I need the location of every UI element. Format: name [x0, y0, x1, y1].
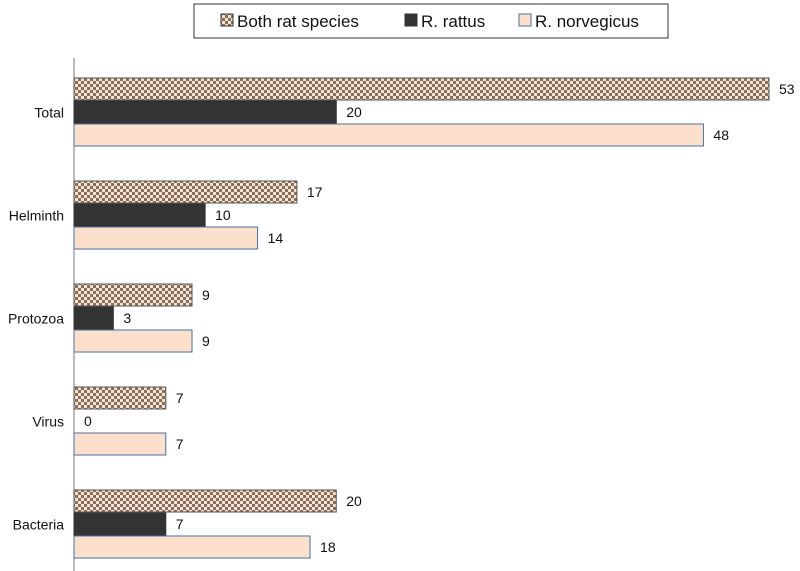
bar-both-rat-species-bacteria — [73, 489, 337, 513]
bar-r-norvegicus-helminth — [73, 226, 259, 250]
bar-both-rat-species-protozoa — [73, 283, 193, 307]
value-label-r-rattus-helminth: 10 — [215, 207, 231, 223]
bar-r-rattus-protozoa — [73, 306, 114, 330]
legend-label-r-norvegicus: R. norvegicus — [535, 12, 639, 31]
category-labels: Total Helminth Protozoa Virus Bacteria — [8, 105, 64, 533]
bar-both-rat-species-virus — [73, 386, 167, 410]
bars — [73, 77, 770, 559]
value-label-both-rat-species-bacteria: 20 — [346, 493, 362, 509]
bar-both-rat-species-total — [73, 77, 770, 101]
bar-r-norvegicus-total — [73, 123, 704, 147]
category-label-helminth: Helminth — [9, 208, 64, 224]
bar-r-norvegicus-bacteria — [73, 535, 311, 559]
legend-label-both-rat-species: Both rat species — [237, 12, 359, 31]
value-label-r-rattus-bacteria: 7 — [176, 516, 184, 532]
bar-both-rat-species-helminth — [73, 180, 298, 204]
value-label-both-rat-species-helminth: 17 — [307, 184, 323, 200]
value-label-r-norvegicus-total: 48 — [713, 127, 729, 143]
legend-label-r-rattus: R. rattus — [421, 12, 485, 31]
legend-frame — [193, 3, 669, 39]
value-label-both-rat-species-total: 53 — [779, 81, 795, 97]
category-label-virus: Virus — [32, 414, 64, 430]
value-label-r-norvegicus-protozoa: 9 — [202, 333, 210, 349]
bar-r-rattus-helminth — [73, 203, 206, 227]
value-label-r-norvegicus-bacteria: 18 — [320, 539, 336, 555]
legend-swatch-r-rattus — [404, 13, 418, 27]
bar-r-norvegicus-virus — [73, 432, 167, 456]
bar-r-rattus-bacteria — [73, 512, 167, 536]
bar-r-rattus-total — [73, 100, 337, 124]
value-label-r-rattus-virus: 0 — [84, 413, 92, 429]
category-label-protozoa: Protozoa — [8, 311, 64, 327]
value-label-both-rat-species-virus: 7 — [176, 390, 184, 406]
value-labels: 53 20 48 17 10 14 9 3 9 7 0 7 20 7 18 — [84, 81, 795, 555]
legend-swatch-r-norvegicus — [518, 13, 532, 27]
value-label-both-rat-species-protozoa: 9 — [202, 287, 210, 303]
value-label-r-norvegicus-virus: 7 — [176, 436, 184, 452]
value-label-r-rattus-total: 20 — [346, 104, 362, 120]
bar-r-norvegicus-protozoa — [73, 329, 193, 353]
value-label-r-norvegicus-helminth: 14 — [268, 230, 284, 246]
category-label-total: Total — [34, 105, 64, 121]
value-label-r-rattus-protozoa: 3 — [123, 310, 131, 326]
category-label-bacteria: Bacteria — [13, 517, 65, 533]
legend: Both rat species R. rattus R. norvegicus — [193, 3, 669, 39]
legend-swatch-both-rat-species — [220, 13, 234, 27]
